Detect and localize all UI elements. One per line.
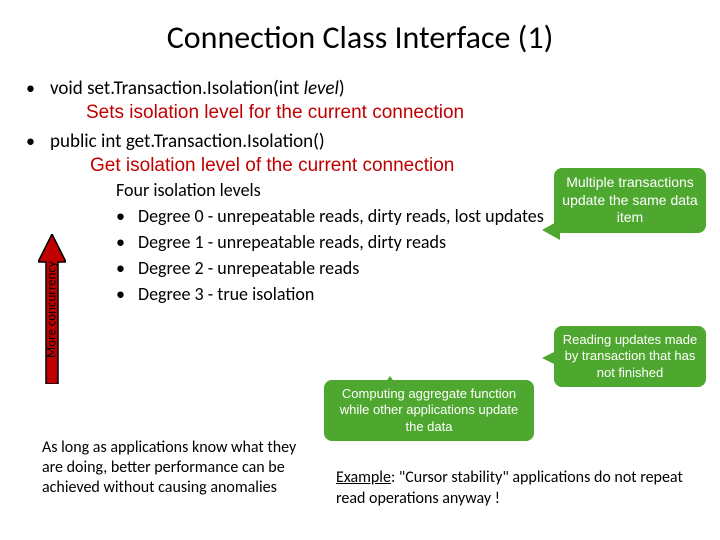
degree-item: •Degree 1 - unrepeatable reads, dirty re… xyxy=(116,231,694,253)
degree-item: •Degree 3 - true isolation xyxy=(116,283,694,305)
method-1-text: void set.Transaction.Isolation(int level… xyxy=(50,77,345,100)
method-1-close: ) xyxy=(339,77,345,100)
degree-0: Degree 0 - unrepeatable reads, dirty rea… xyxy=(138,205,544,227)
list-dot: • xyxy=(116,231,138,253)
list-dot: • xyxy=(116,257,138,279)
callout-lost-updates: Multiple transactions update the same da… xyxy=(554,168,706,233)
bottom-left-note: As long as applications know what they a… xyxy=(42,438,302,498)
concurrency-arrow: More concurrency xyxy=(38,234,66,384)
method-1-desc: Sets isolation level for the current con… xyxy=(86,102,694,124)
degree-1: Degree 1 - unrepeatable reads, dirty rea… xyxy=(138,231,446,253)
method-1-param: level xyxy=(304,77,339,100)
degree-item: •Degree 2 - unrepeatable reads xyxy=(116,257,694,279)
example-label: Example xyxy=(336,468,391,487)
degree-2: Degree 2 - unrepeatable reads xyxy=(138,257,359,279)
method-1-name: void set.Transaction.Isolation(int xyxy=(50,77,304,100)
list-dot: • xyxy=(116,205,138,227)
degree-3: Degree 3 - true isolation xyxy=(138,283,314,305)
list-dot: • xyxy=(116,283,138,305)
callout-unrepeatable: Computing aggregate function while other… xyxy=(324,380,534,441)
callout-dirty-reads: Reading updates made by transaction that… xyxy=(554,326,706,387)
bullet-1: • void set.Transaction.Isolation(int lev… xyxy=(26,77,694,100)
bullet-2: • public int get.Transaction.Isolation() xyxy=(26,130,694,153)
bullet-dot: • xyxy=(26,130,50,153)
arrow-label: More concurrency xyxy=(45,250,60,370)
method-2-text: public int get.Transaction.Isolation() xyxy=(50,130,325,153)
bottom-right-note: Example: "Cursor stability" applications… xyxy=(336,468,706,510)
slide-title: Connection Class Interface (1) xyxy=(0,0,720,57)
bullet-dot: • xyxy=(26,77,50,100)
